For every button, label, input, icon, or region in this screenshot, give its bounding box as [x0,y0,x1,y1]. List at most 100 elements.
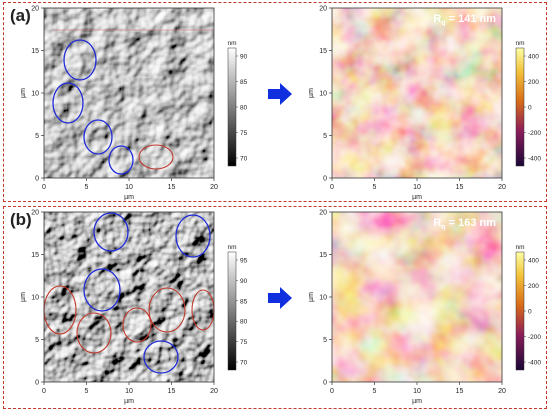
b-left-colorbar-unit: nm [227,244,236,251]
b-left-xlabel: µm [124,398,134,405]
b-right-xtick-label: 20 [498,388,506,395]
b-rq-value: = 163 nm [446,217,497,229]
a-right-ytick-label: 15 [319,48,327,55]
a-left-xlabel: µm [124,194,134,201]
b-left-xtick-label: 0 [42,388,46,395]
a-left-colorbar-label: 75 [240,130,248,137]
b-right-xtick-label: 5 [373,388,377,395]
a-left-ytick-label: 15 [31,48,39,55]
a-left-axes: 0 5 10 15 20 0 5 10 15 20 µm µm [20,6,218,202]
b-right-ytick-label: 5 [323,337,327,344]
b-right-colorbar-label: 0 [528,309,532,316]
a-rq-label: Rq = 141 nm [433,13,496,27]
a-left-ytick-label: 20 [31,6,39,13]
b-right-xlabel: µm [412,398,422,405]
b-left-xtick-label: 15 [168,388,176,395]
a-left-xtick-label: 0 [42,184,46,191]
b-right-xtick-label: 10 [413,388,421,395]
b-blue-circle [143,340,179,374]
a-rq-symbol: R [433,13,441,25]
a-right-colorbar-label: -200 [528,130,541,137]
a-right-ytick-label: 20 [319,6,327,13]
b-left-colorbar-label: 75 [240,339,248,346]
a-right-ytick-label: 0 [323,176,327,183]
a-right-xtick-label: 0 [330,184,334,191]
a-blue-circle [63,39,97,81]
a-left-colorbar-unit: nm [227,40,236,47]
b-right-ytick-label: 15 [319,252,327,259]
a-left-xtick-label: 20 [210,184,218,191]
b-left-colorbar-label: 80 [240,319,248,326]
a-left-colorbar-bar [227,47,237,167]
b-right-colorbar-label: -400 [528,360,541,367]
b-right-colorbar-label: 400 [528,258,539,265]
b-right-axes: 0 5 10 15 20 0 5 10 15 20 µm µm [308,210,506,406]
b-left-ytick-label: 20 [31,210,39,217]
b-red-circle [122,307,152,343]
b-red-circle [148,287,186,333]
b-blue-circle [83,268,121,312]
b-left-xtick-label: 20 [210,388,218,395]
b-left-colorbar: nm 95 90 85 80 75 70 [227,244,248,371]
b-right-colorbar-label: 200 [528,283,539,290]
a-left-colorbar-label: 85 [240,79,248,86]
a-right-axes: 0 5 10 15 20 0 5 10 15 20 µm µm [308,6,506,202]
b-left-colorbar-label: 90 [240,278,248,285]
b-left-ylabel: µm [20,292,27,302]
b-arrow-icon [268,287,292,309]
panel-label-a: (a) [10,6,31,25]
b-left-ytick-label: 5 [35,337,39,344]
a-left-xtick-label: 10 [125,184,133,191]
a-right-colorbar-label: 400 [528,54,539,61]
a-right-xlabel: µm [412,194,422,201]
b-left-colorbar-bar [227,251,237,371]
a-right-xtick-label: 20 [498,184,506,191]
a-rq-value: = 141 nm [446,13,497,25]
b-left-xtick-label: 5 [85,388,89,395]
a-right-xtick-label: 15 [456,184,464,191]
b-blue-circle [175,214,211,258]
b-right-colorbar-unit: nm [515,244,524,251]
b-left-ytick-label: 10 [31,295,39,302]
b-left-axes: 0 5 10 15 20 0 5 10 15 20 µm µm [20,210,218,406]
panel-a: (a) [3,2,547,202]
b-right-xtick-label: 0 [330,388,334,395]
b-rq-label: Rq = 163 nm [433,217,496,231]
b-amplitude-image [44,212,214,382]
b-left-colorbar-label: 70 [240,360,248,367]
a-left-xtick-label: 5 [85,184,89,191]
a-arrow-icon [268,83,292,105]
b-right-colorbar: nm 400 200 0 -200 -400 [515,244,541,371]
b-right-colorbar-bar [515,251,525,371]
a-left-colorbar-label: 90 [240,54,248,61]
b-rq-symbol: R [433,217,441,229]
a-right-colorbar: nm 400 200 0 -200 -400 [515,40,541,167]
a-left-xtick-label: 15 [168,184,176,191]
a-right-colorbar-bar [515,47,525,167]
a-left-colorbar-label: 80 [240,105,248,112]
a-left-colorbar: nm 90 85 80 75 70 [227,40,248,167]
a-left-ylabel: µm [20,88,27,98]
b-right-ytick-label: 20 [319,210,327,217]
a-blue-circle [52,82,84,124]
b-right-ylabel: µm [308,292,315,302]
b-rq-subscript: q [441,224,445,231]
a-right-xtick-label: 5 [373,184,377,191]
a-right-ytick-label: 10 [319,91,327,98]
a-blue-circle [108,145,134,175]
a-right-colorbar-label: 0 [528,105,532,112]
a-height-image [332,8,502,178]
a-left-colorbar-label: 70 [240,156,248,163]
b-height-image [332,212,502,382]
a-left-ytick-label: 5 [35,133,39,140]
b-right-xtick-label: 15 [456,388,464,395]
a-right-xtick-label: 10 [413,184,421,191]
panel-label-b: (b) [10,210,32,229]
a-right-ylabel: µm [308,88,315,98]
a-rq-subscript: q [441,20,445,27]
b-left-colorbar-label: 85 [240,298,248,305]
b-left-ytick-label: 0 [35,380,39,387]
b-right-colorbar-label: -200 [528,334,541,341]
b-blue-circle [93,212,129,252]
a-right-colorbar-label: -400 [528,156,541,163]
